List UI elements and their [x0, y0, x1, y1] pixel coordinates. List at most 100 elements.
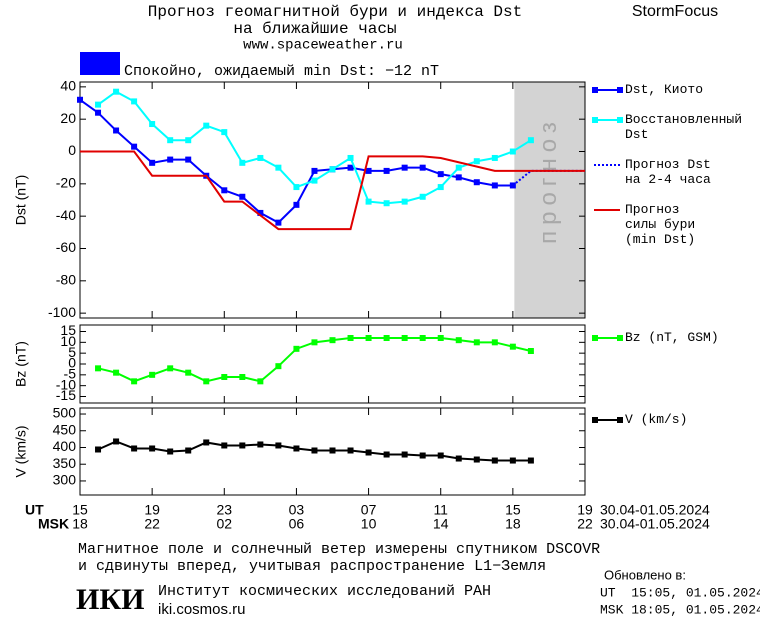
- data-point: [257, 378, 264, 385]
- data-point: [293, 201, 300, 208]
- data-point: [239, 159, 246, 166]
- status-box: [80, 52, 120, 75]
- data-line: [80, 150, 585, 231]
- x-tick-label-msk: 02: [216, 516, 232, 532]
- data-point: [203, 439, 210, 446]
- legend-label: Bz (nT, GSM): [625, 330, 719, 345]
- y-axis-label: Bz (nT): [13, 341, 29, 387]
- data-point: [455, 174, 462, 181]
- legend-label: Восстановленный Dst: [625, 112, 742, 142]
- data-point: [167, 448, 174, 455]
- data-point: [365, 335, 372, 341]
- y-tick-label: 5: [68, 344, 76, 360]
- data-point: [365, 449, 372, 456]
- y-tick-label: -40: [56, 207, 76, 223]
- y-tick-label: -10: [56, 376, 76, 392]
- x-tick-label: 11: [433, 502, 448, 518]
- data-point: [185, 447, 192, 454]
- data-point: [113, 127, 120, 134]
- data-point: [527, 348, 534, 354]
- data-point: [257, 154, 264, 161]
- legend-line: Bz (nT, GSM): [625, 330, 719, 345]
- data-line: [97, 90, 532, 205]
- legend-line: (min Dst): [625, 232, 695, 247]
- data-point: [257, 441, 264, 448]
- y-axis-label: V (km/s): [13, 425, 29, 477]
- x-tick-label: 07: [361, 502, 377, 518]
- legend-marker: [592, 87, 598, 93]
- y-tick-label: -20: [56, 175, 76, 191]
- y-tick-label: -80: [56, 272, 76, 288]
- legend-label: Dst, Киото: [625, 82, 703, 97]
- y-tick-label: 10: [60, 333, 76, 349]
- site: iki.cosmos.ru: [158, 601, 246, 618]
- data-point: [347, 447, 354, 454]
- legend-marker: [617, 117, 623, 123]
- data-point: [419, 193, 426, 200]
- data-point: [131, 98, 138, 105]
- data-point: [239, 442, 246, 449]
- legend-line: Dst, Киото: [625, 82, 703, 97]
- y-tick-label: -15: [56, 387, 76, 403]
- x-tick-label-msk: 06: [289, 516, 305, 532]
- data-point: [347, 154, 354, 161]
- data-point: [509, 343, 516, 350]
- data-point: [491, 154, 498, 161]
- ut-title: UT: [25, 502, 44, 518]
- data-point: [203, 378, 210, 385]
- x-tick-label: 15: [505, 502, 521, 518]
- legend-label: Прогноз Dst на 2-4 часа: [625, 157, 711, 187]
- data-point: [491, 457, 498, 464]
- data-point: [329, 447, 336, 454]
- data-point: [221, 374, 228, 380]
- data-point: [113, 438, 120, 445]
- data-point: [149, 371, 156, 378]
- legend-line: V (km/s): [625, 412, 687, 427]
- data-point: [473, 456, 480, 463]
- data-point: [455, 337, 462, 344]
- brand: StormFocus: [632, 3, 718, 20]
- legend-marker: [592, 417, 598, 423]
- data-point: [527, 137, 534, 144]
- data-point: [167, 365, 174, 372]
- data-point: [437, 184, 444, 191]
- data-point: [473, 158, 480, 165]
- legend-line: Восстановленный: [625, 112, 742, 127]
- y-tick-label: -5: [64, 366, 77, 382]
- data-point: [437, 171, 444, 178]
- data-point: [383, 451, 390, 458]
- x-tick-label-msk: 10: [361, 516, 377, 532]
- data-point: [419, 335, 426, 341]
- data-point: [401, 335, 408, 341]
- data-point: [293, 445, 300, 452]
- data-point: [455, 455, 462, 462]
- data-point: [221, 129, 228, 136]
- y-tick-label: -100: [48, 304, 76, 320]
- data-point: [221, 187, 228, 194]
- y-tick-label: 15: [60, 322, 76, 338]
- x-tick-label: 19: [144, 502, 160, 518]
- data-point: [239, 193, 246, 200]
- x-tick-label-msk: 18: [505, 516, 521, 532]
- data-point: [329, 166, 336, 173]
- data-point: [311, 167, 318, 174]
- forecast-zone: [514, 82, 585, 318]
- data-point: [275, 442, 282, 449]
- data-point: [365, 167, 372, 174]
- data-point: [311, 339, 318, 346]
- updated-msk: MSK 18:05, 01.05.2024: [600, 602, 760, 617]
- x-tick-label-msk: 22: [577, 516, 593, 532]
- x-tick-label-msk: 18: [72, 516, 88, 532]
- data-point: [365, 198, 372, 205]
- legend-marker: [617, 417, 623, 423]
- y-tick-label: 500: [53, 405, 77, 421]
- updated-title: Обновлено в:: [604, 567, 686, 582]
- y-axis-label: Dst (nT): [13, 175, 29, 226]
- data-point: [293, 184, 300, 191]
- data-point: [221, 442, 228, 449]
- data-point: [131, 445, 138, 452]
- data-point: [401, 451, 408, 458]
- x-tick-label: 03: [289, 502, 305, 518]
- legend-marker: [592, 117, 598, 123]
- data-point: [311, 447, 318, 454]
